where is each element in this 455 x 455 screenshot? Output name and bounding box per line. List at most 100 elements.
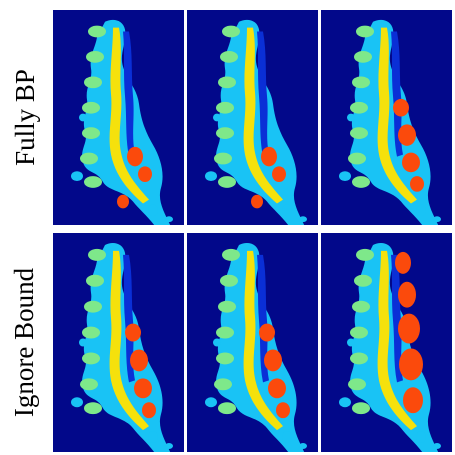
vertebra-body: [352, 402, 370, 415]
vertebra-body: [82, 101, 100, 114]
orange-region: [395, 251, 411, 274]
orange-region: [403, 387, 423, 414]
spinal-cord-region: [243, 27, 283, 204]
orange-region: [398, 313, 420, 344]
vertebra-body: [80, 152, 98, 165]
tissue-blob: [282, 204, 292, 217]
row-label-fully-bp: Fully BP: [0, 8, 50, 226]
row-label-ignore-bound: Ignore Bound: [0, 232, 50, 452]
cord-shadow-region: [257, 254, 269, 383]
vertebra-body: [354, 274, 372, 287]
tissue-blob: [347, 338, 355, 347]
segmentation-panel-ignore-bound-1: [53, 233, 184, 452]
tissue-blob: [205, 171, 217, 182]
vertebra-body: [222, 25, 240, 38]
vertebra-body: [84, 176, 102, 188]
vertebra-body: [220, 51, 238, 63]
cord-shadow-region: [391, 31, 403, 157]
orange-region: [399, 348, 423, 381]
segmentation-mask: [187, 10, 318, 225]
vertebra-body: [218, 300, 236, 313]
tissue-blob: [213, 113, 221, 122]
orange-region: [142, 402, 156, 419]
row-label-ignore-bound-text: Ignore Bound: [9, 267, 40, 417]
vertebra-body: [86, 274, 104, 287]
vertebra-body: [352, 176, 370, 188]
vertebra-body: [216, 127, 234, 139]
segmentation-panel-fully-bp-3: [321, 10, 452, 225]
orange-region: [138, 166, 152, 182]
tissue-blob: [282, 431, 292, 444]
orange-region: [268, 378, 286, 399]
orange-region: [398, 281, 416, 308]
orange-region: [259, 323, 275, 342]
orange-region: [264, 349, 282, 372]
tissue-blob: [71, 397, 83, 408]
tissue-blob: [165, 443, 173, 450]
vertebra-body: [84, 402, 102, 415]
segmentation-mask: [187, 233, 318, 452]
spine-tissue-region: [82, 243, 171, 452]
segmentation-mask: [53, 10, 184, 225]
orange-region: [125, 323, 141, 342]
vertebra-body: [216, 352, 234, 365]
tissue-blob: [339, 171, 351, 182]
tissue-blob: [339, 397, 351, 408]
vertebra-body: [80, 378, 98, 391]
tissue-blob: [416, 204, 426, 217]
vertebra-body: [348, 378, 366, 391]
vertebra-body: [222, 248, 240, 261]
vertebra-body: [352, 76, 370, 89]
orange-region: [276, 402, 290, 419]
vertebra-body: [348, 152, 366, 165]
vertebra-body: [82, 326, 100, 339]
spinal-cord-region: [109, 27, 149, 204]
orange-region: [251, 194, 263, 209]
spinal-cord-region: [109, 250, 149, 431]
tissue-blob: [148, 431, 158, 444]
row-label-fully-bp-text: Fully BP: [9, 68, 40, 166]
orange-region: [393, 98, 409, 117]
segmentation-mask: [321, 233, 452, 452]
vertebra-body: [84, 76, 102, 89]
cord-shadow-region: [391, 254, 403, 383]
vertebra-body: [86, 51, 104, 63]
tissue-blob: [416, 431, 426, 444]
tissue-blob: [165, 216, 173, 223]
vertebra-body: [84, 300, 102, 313]
tissue-blob: [79, 113, 87, 122]
orange-region: [127, 146, 143, 167]
spinal-cord-region: [377, 27, 417, 204]
spinal-cord-region: [377, 250, 417, 431]
segmentation-mask: [321, 10, 452, 225]
tissue-blob: [148, 204, 158, 217]
spine-tissue-region: [350, 19, 439, 225]
tissue-blob: [433, 216, 441, 223]
vertebra-body: [82, 127, 100, 139]
orange-region: [261, 146, 277, 167]
vertebra-body: [218, 76, 236, 89]
segmentation-panel-ignore-bound-3: [321, 233, 452, 452]
orange-region: [398, 124, 416, 146]
segmentation-panel-fully-bp-2: [187, 10, 318, 225]
tissue-blob: [299, 443, 307, 450]
vertebra-body: [350, 352, 368, 365]
orange-region: [272, 166, 286, 182]
tissue-blob: [433, 443, 441, 450]
spinal-cord-region: [243, 250, 283, 431]
tissue-blob: [79, 338, 87, 347]
vertebra-body: [88, 25, 106, 38]
vertebra-body: [88, 248, 106, 261]
vertebra-body: [352, 300, 370, 313]
vertebra-body: [218, 176, 236, 188]
vertebra-body: [216, 101, 234, 114]
tissue-blob: [71, 171, 83, 182]
tissue-blob: [299, 216, 307, 223]
spine-tissue-region: [216, 243, 305, 452]
vertebra-body: [214, 152, 232, 165]
vertebra-body: [350, 127, 368, 139]
vertebra-body: [354, 51, 372, 63]
tissue-blob: [205, 397, 217, 408]
vertebra-body: [216, 326, 234, 339]
segmentation-panel-ignore-bound-2: [187, 233, 318, 452]
